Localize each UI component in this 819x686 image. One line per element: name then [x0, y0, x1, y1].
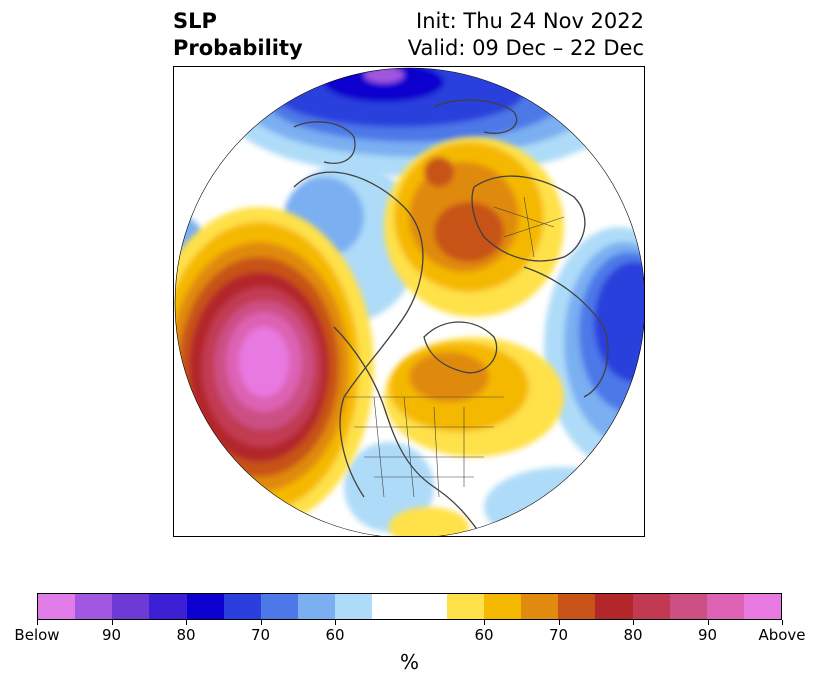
colorbar-swatch [372, 594, 410, 619]
map-title-right: Init: Thu 24 Nov 2022 Valid: 09 Dec – 22… [408, 8, 644, 62]
colorbar-tick-label: Above [758, 626, 806, 644]
colorbar-swatch [521, 594, 559, 619]
colorbar-tick-label: 70 [250, 626, 271, 644]
title-variable: SLP [173, 9, 217, 33]
colorbar-tick-mark [37, 620, 38, 625]
polar-map [173, 66, 645, 537]
colorbar-tick-label: 80 [176, 626, 196, 644]
colorbar-swatch [223, 594, 261, 619]
colorbar-tick-label: Below [14, 626, 60, 644]
title-type: Probability [173, 36, 303, 60]
colorbar-label: % [399, 650, 419, 674]
colorbar-tick-mark [335, 620, 336, 625]
colorbar-tick-mark [186, 620, 187, 625]
colorbar-swatch [149, 594, 187, 619]
colorbar-swatch [632, 594, 670, 619]
colorbar-swatch [38, 594, 76, 619]
colorbar-swatch [706, 594, 744, 619]
colorbar-swatch [75, 594, 113, 619]
colorbar-tick-label: 70 [548, 626, 569, 644]
probability-map-svg [174, 67, 644, 536]
colorbar-swatch [669, 594, 707, 619]
country-borders [344, 196, 565, 498]
colorbar-tick-mark [782, 620, 783, 625]
map-title-left: SLP Probability [173, 8, 303, 62]
colorbar-swatch [558, 594, 596, 619]
colorbar-tick-label: 80 [623, 626, 643, 644]
colorbar-swatch [112, 594, 150, 619]
init-date: Init: Thu 24 Nov 2022 [416, 9, 644, 33]
colorbar-swatch [446, 594, 484, 619]
colorbar-tick-label: 90 [697, 626, 718, 644]
colorbar-swatch [260, 594, 299, 619]
above-anomaly-arctic [384, 137, 564, 317]
colorbar-tick-mark [260, 620, 262, 625]
colorbar-tick-label: 60 [474, 626, 494, 644]
colorbar-swatch [483, 594, 522, 619]
colorbar-swatch [298, 594, 336, 619]
colorbar-tick-mark [558, 620, 560, 625]
colorbar-tick-label: 90 [101, 626, 122, 644]
colorbar-swatch [186, 594, 224, 619]
colorbar-tick-mark [633, 620, 634, 625]
colorbar-swatch [595, 594, 633, 619]
colorbar-tick-mark [707, 620, 709, 625]
colorbar-swatch [409, 594, 447, 619]
colorbar-tick-mark [484, 620, 485, 625]
colorbar-swatch [743, 594, 782, 619]
colorbar [37, 593, 782, 620]
coastlines [293, 99, 609, 536]
colorbar-tick-label: 60 [325, 626, 345, 644]
valid-range: Valid: 09 Dec – 22 Dec [407, 36, 644, 60]
colorbar-tick-mark [111, 620, 113, 625]
colorbar-swatch [335, 594, 373, 619]
map-boundary [174, 67, 644, 536]
